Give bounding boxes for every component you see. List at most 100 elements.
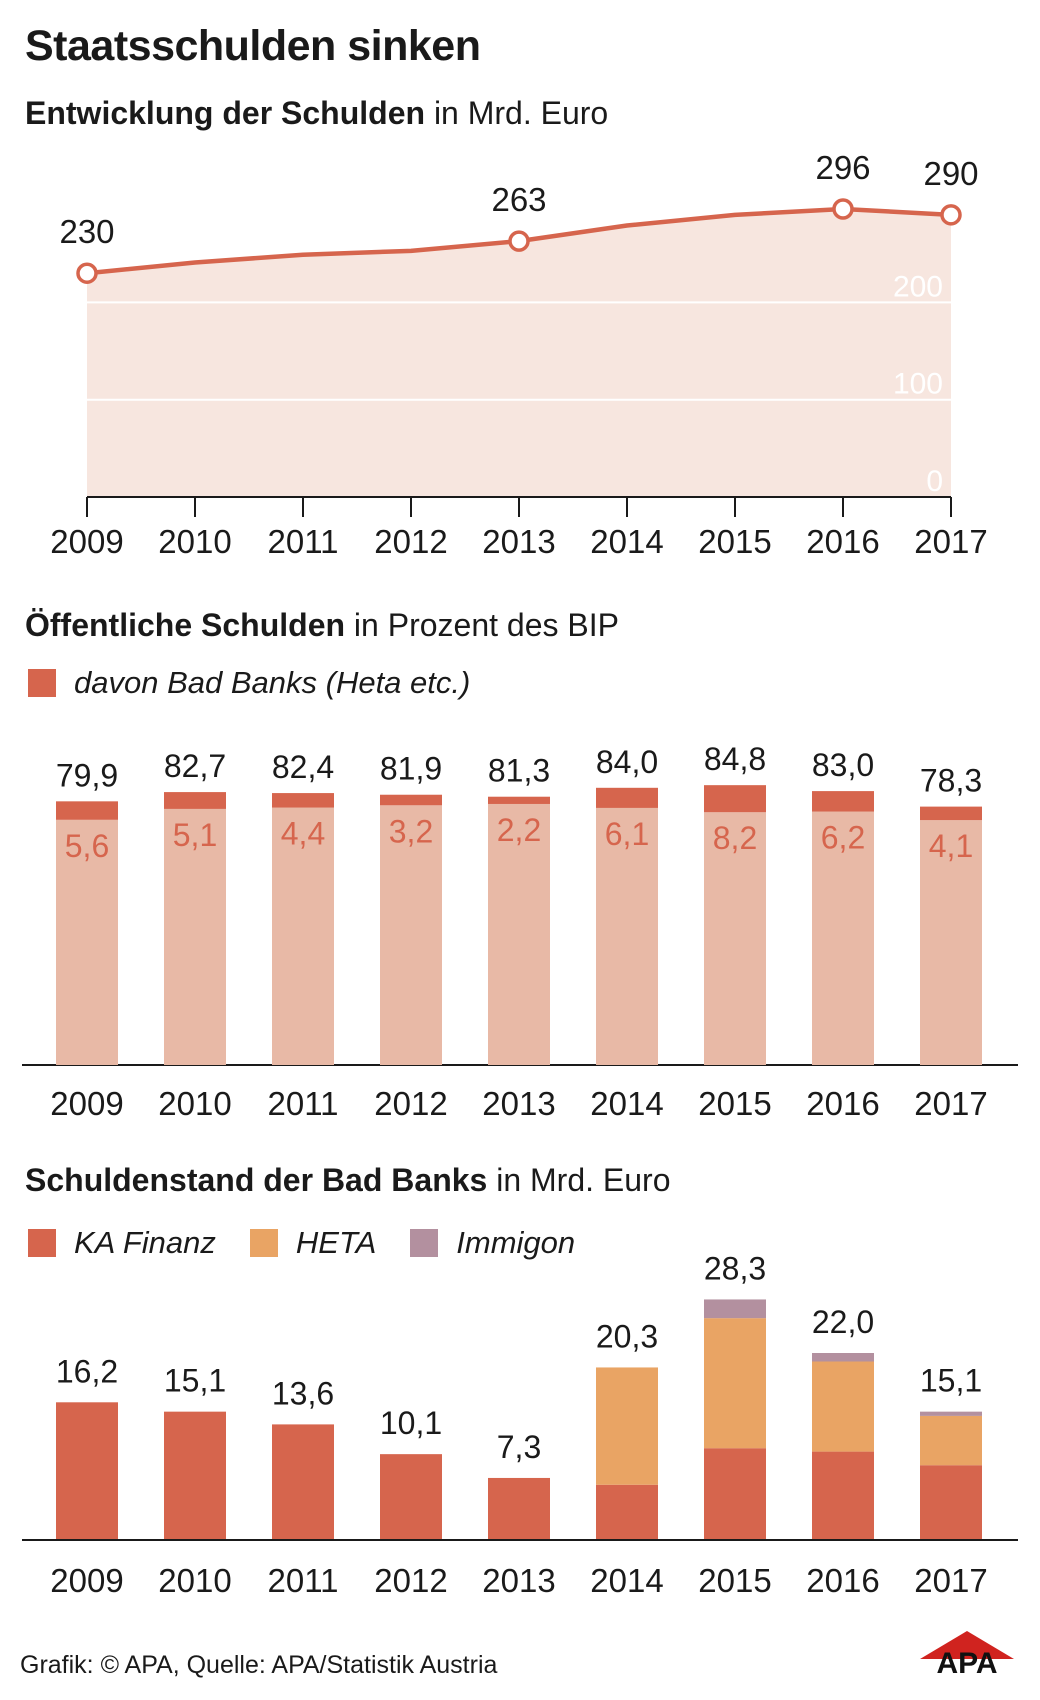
badbanks-total-label: 7,3 [497,1429,541,1465]
gdp-bar-rest [920,820,982,1065]
badbanks-bar-ka-finanz [272,1424,334,1540]
legend-item-heta: HETA [249,1225,377,1261]
legend-label-heta: HETA [295,1225,377,1260]
badbanks-bar-ka-finanz [380,1454,442,1540]
gdp-bar-rest [272,807,334,1065]
gdp-x-tick-label: 2011 [268,1085,339,1122]
badbanks-total-label: 16,2 [56,1353,118,1389]
gdp-legend: davon Bad Banks (Heta etc.) [28,665,470,701]
gdp-bar-chart: 79,9 5,6 2009 82,7 5,1 2010 82,4 4,4 2011 81,9 3,2… [22,741,1018,1122]
debt-chart-title-unit: in Mrd. Euro [425,95,609,131]
badbanks-bar-chart: 16,2 2009 15,1 2010 13,6 2011 10,1 2012 7,3 2013 2… [22,1250,1018,1599]
debt-point-marker [76,262,98,284]
badbanks-bar-heta [704,1318,766,1449]
gdp-chart-title-bold: Öffentliche Schulden [25,607,346,643]
gdp-bar-badbanks [920,806,982,821]
gdp-x-tick-label: 2012 [374,1085,447,1122]
badbanks-bar-ka-finanz [596,1484,658,1540]
badbanks-x-tick-label: 2016 [806,1562,879,1599]
debt-x-tick-label: 2012 [374,523,447,560]
debt-point-marker [508,230,530,252]
gdp-total-label: 81,9 [380,751,442,787]
debt-x-tick-label: 2009 [50,523,123,560]
badbanks-x-tick-label: 2011 [268,1562,339,1599]
gdp-bar-rest [812,811,874,1065]
debt-x-tick-label: 2014 [590,523,663,560]
gdp-badbanks-label: 2,2 [497,812,541,848]
badbanks-total-label: 15,1 [920,1363,982,1399]
gdp-x-tick-label: 2015 [698,1085,771,1122]
gdp-x-tick-label: 2013 [482,1085,555,1122]
gdp-bar-badbanks [56,801,118,820]
badbanks-x-tick-label: 2017 [914,1562,987,1599]
badbanks-bar-ka-finanz [920,1465,982,1540]
gdp-badbanks-label: 3,2 [389,813,433,849]
gdp-total-label: 84,0 [596,744,658,780]
debt-x-tick-label: 2016 [806,523,879,560]
gdp-badbanks-label: 5,1 [173,817,217,853]
gdp-bar-badbanks [272,793,334,808]
gdp-total-label: 79,9 [56,757,118,793]
gdp-badbanks-label: 6,1 [605,816,649,852]
badbanks-x-tick-label: 2009 [50,1562,123,1599]
gdp-total-label: 83,0 [812,747,874,783]
debt-x-tick-label: 2013 [482,523,555,560]
debt-area-chart: 0 100 200 2009 2010 2011 2012 2013 2014 2015 2016 2… [50,149,987,560]
gdp-bar-badbanks [812,791,874,812]
badbanks-bar-heta [920,1415,982,1466]
badbanks-bar-ka-finanz [164,1411,226,1540]
legend-swatch-heta [249,1229,278,1257]
badbanks-bar-ka-finanz [488,1477,550,1540]
badbanks-chart-title-unit: in Mrd. Euro [487,1162,671,1198]
badbanks-legend: KA Finanz HETA Immigon [28,1225,609,1261]
badbanks-total-label: 10,1 [380,1405,442,1441]
badbanks-total-label: 28,3 [704,1250,766,1286]
apa-logo-roof [920,1631,1014,1659]
gdp-bar-rest [596,807,658,1065]
badbanks-bar-ka-finanz [56,1402,118,1540]
apa-logo: APA [920,1631,1014,1677]
gdp-chart-title: Öffentliche Schulden in Prozent des BIP [25,607,619,644]
gdp-total-label: 81,3 [488,753,550,789]
debt-point-label: 296 [815,149,870,186]
badbanks-bar-heta [596,1367,658,1485]
gdp-chart-title-unit: in Prozent des BIP [345,607,619,643]
badbanks-x-tick-label: 2010 [158,1562,231,1599]
gdp-bar-rest [488,803,550,1065]
debt-point-label: 263 [491,181,546,218]
gdp-bar-rest [56,819,118,1065]
legend-item-immigon: Immigon [410,1225,575,1261]
gdp-badbanks-label: 5,6 [65,828,109,864]
gdp-legend-label: davon Bad Banks (Heta etc.) [74,665,471,700]
gdp-x-tick-label: 2010 [158,1085,231,1122]
badbanks-chart-title: Schuldenstand der Bad Banks in Mrd. Euro [25,1162,671,1199]
gdp-badbanks-label: 6,2 [821,820,865,856]
badbanks-x-tick-label: 2013 [482,1562,555,1599]
source-footer: Grafik: © APA, Quelle: APA/Statistik Aus… [20,1651,498,1679]
debt-y-tick-label: 200 [893,270,943,303]
gdp-bar-rest [704,812,766,1065]
debt-y-tick-label: 100 [893,368,943,401]
badbanks-x-tick-label: 2012 [374,1562,447,1599]
gdp-bar-badbanks [704,785,766,813]
badbanks-total-label: 22,0 [812,1304,874,1340]
gdp-x-tick-label: 2017 [914,1085,987,1122]
gdp-bar-badbanks [164,792,226,809]
legend-item-ka-finanz: KA Finanz [28,1225,216,1261]
debt-point-label: 230 [59,213,114,250]
badbanks-total-label: 13,6 [272,1375,334,1411]
gdp-badbanks-label: 4,1 [929,828,973,864]
gdp-badbanks-label: 8,2 [713,820,757,856]
gdp-total-label: 78,3 [920,763,982,799]
badbanks-total-label: 15,1 [164,1363,226,1399]
badbanks-bar-immigon [704,1299,766,1319]
gdp-badbanks-label: 4,4 [281,816,325,852]
gdp-bar-badbanks [380,794,442,806]
legend-swatch-ka-finanz [28,1229,56,1257]
gdp-total-label: 82,7 [164,748,226,784]
debt-x-tick-label: 2017 [914,523,987,560]
legend-label-ka-finanz: KA Finanz [74,1225,216,1260]
gdp-x-tick-label: 2009 [50,1085,123,1122]
debt-chart-title-bold: Entwicklung der Schulden [25,95,426,131]
legend-label-immigon: Immigon [456,1225,576,1260]
